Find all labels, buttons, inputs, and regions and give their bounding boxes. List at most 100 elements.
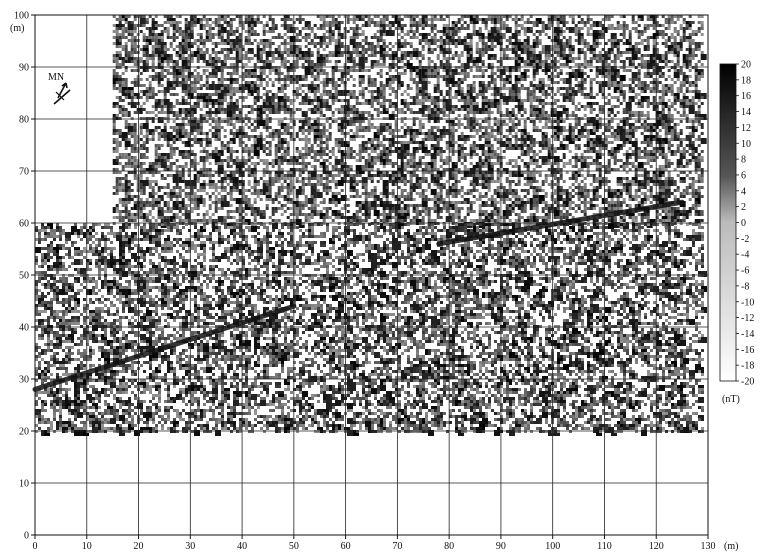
anomaly-cell [283,153,287,156]
anomaly-cell [436,105,440,108]
anomaly-cell [451,36,455,39]
anomaly-cell [361,69,365,72]
anomaly-cell [175,27,179,30]
anomaly-cell [472,117,476,120]
anomaly-cell [148,111,152,114]
anomaly-cell [502,123,506,126]
anomaly-cell [562,78,566,81]
anomaly-cell [535,126,539,129]
anomaly-cell [490,18,494,21]
anomaly-cell [601,93,605,96]
anomaly-cell [319,153,323,156]
anomaly-cell [373,24,377,27]
anomaly-cell [256,105,260,108]
anomaly-cell [166,117,170,120]
anomaly-cell [661,96,665,99]
anomaly-cell [583,123,587,126]
anomaly-cell [676,132,680,135]
anomaly-cell [298,30,302,33]
anomaly-cell [430,24,434,27]
anomaly-cell [217,60,221,63]
anomaly-cell [541,24,545,27]
anomaly-cell [343,30,347,33]
anomaly-cell [628,39,632,42]
anomaly-cell [682,84,686,87]
anomaly-cell [352,90,356,93]
anomaly-cell [259,81,263,84]
anomaly-cell [514,18,518,21]
anomaly-cell [574,84,578,87]
anomaly-cell [358,93,362,96]
anomaly-cell [184,93,188,96]
anomaly-cell [460,108,464,111]
anomaly-cell [505,18,509,21]
anomaly-cell [208,75,212,78]
anomaly-cell [142,15,146,18]
anomaly-cell [307,90,311,93]
anomaly-cell [607,135,611,138]
anomaly-cell [337,24,341,27]
anomaly-cell [580,48,584,51]
anomaly-cell [544,90,548,93]
anomaly-cell [184,153,188,156]
anomaly-cell [160,24,164,27]
anomaly-cell [127,39,131,42]
anomaly-cell [700,75,704,78]
anomaly-cell [313,66,317,69]
anomaly-cell [232,48,236,51]
anomaly-cell [286,141,290,144]
anomaly-cell [349,69,353,72]
anomaly-cell [265,42,269,45]
anomaly-cell [448,129,452,132]
anomaly-cell [439,90,443,93]
anomaly-cell [592,102,596,105]
anomaly-cell [658,135,662,138]
anomaly-cell [409,141,413,144]
anomaly-cell [592,78,596,81]
anomaly-cell [133,141,137,144]
anomaly-cell [265,84,269,87]
anomaly-cell [124,84,128,87]
anomaly-cell [319,72,323,75]
anomaly-cell [229,24,233,27]
anomaly-cell [430,147,434,150]
anomaly-cell [250,150,254,153]
anomaly-cell [613,150,617,153]
anomaly-cell [454,51,458,54]
anomaly-cell [589,123,593,126]
anomaly-cell [484,120,488,123]
anomaly-cell [682,138,686,141]
anomaly-cell [505,108,509,111]
anomaly-cell [163,117,167,120]
anomaly-cell [544,60,548,63]
anomaly-cell [448,99,452,102]
anomaly-cell [376,72,380,75]
anomaly-cell [235,150,239,153]
anomaly-cell [448,51,452,54]
anomaly-cell [220,33,224,36]
anomaly-cell [466,72,470,75]
anomaly-cell [319,135,323,138]
anomaly-cell [646,45,650,48]
anomaly-cell [166,114,170,117]
anomaly-cell [625,27,629,30]
anomaly-cell [544,147,548,150]
anomaly-cell [658,81,662,84]
anomaly-cell [295,66,299,69]
anomaly-cell [265,117,269,120]
anomaly-cell [652,42,656,45]
anomaly-cell [358,120,362,123]
anomaly-cell [448,138,452,141]
anomaly-cell [370,42,374,45]
anomaly-cell [658,24,662,27]
anomaly-cell [616,21,620,24]
anomaly-cell [628,138,632,141]
anomaly-cell [307,24,311,27]
anomaly-cell [403,111,407,114]
anomaly-cell [364,141,368,144]
anomaly-cell [376,63,380,66]
anomaly-cell [412,18,416,21]
anomaly-cell [415,15,419,18]
anomaly-cell [421,114,425,117]
anomaly-cell [307,123,311,126]
